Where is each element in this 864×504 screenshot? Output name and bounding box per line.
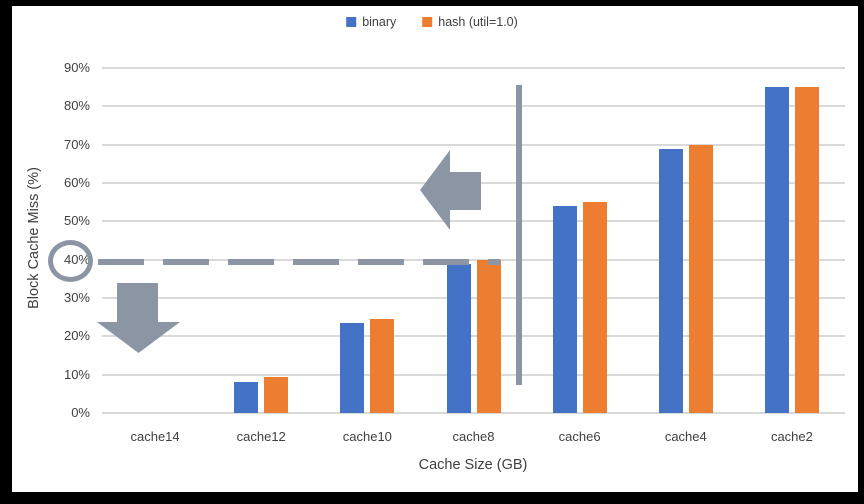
- down-arrow-annotation: [97, 283, 180, 353]
- chart-legend: binary hash (util=1.0): [346, 15, 518, 29]
- y-tick-label-20%: 20%: [63, 328, 90, 344]
- x-tick-label-cache14: cache14: [130, 429, 180, 444]
- bar-binary-cache2: [764, 87, 789, 413]
- legend-item-binary: binary: [346, 15, 396, 29]
- bar-binary-cache10: [340, 322, 365, 413]
- bar-hash-cache2: [794, 87, 819, 413]
- y-tick-label-50%: 50%: [63, 213, 90, 229]
- bar-hash-cache10: [370, 319, 395, 413]
- y-tick-label-10%: 10%: [63, 366, 90, 382]
- legend-swatch-binary: [346, 17, 357, 27]
- bar-binary-cache12: [234, 382, 259, 413]
- gridline-80%: [102, 105, 845, 108]
- gridline-30%: [102, 297, 845, 299]
- plot-area: 0% 10% 20% 30% 40% 50% 60% 70% 80% 90% cache14 cach…: [12, 6, 858, 492]
- y-tick-label-30%: 30%: [63, 290, 90, 305]
- y-tick-label-80%: 80%: [63, 98, 90, 114]
- legend-item-hash: hash (util=1.0): [422, 15, 518, 29]
- dashed-threshold-line-40pct: [98, 259, 500, 265]
- x-tick-label-cache10: cache10: [342, 429, 392, 444]
- gridline-50%: [102, 220, 845, 223]
- y-tick-label-60%: 60%: [63, 175, 90, 190]
- y-tick-label-0%: 0%: [71, 405, 90, 420]
- legend-label-binary: binary: [362, 15, 397, 29]
- y-tick-label-90%: 90%: [63, 60, 90, 75]
- bar-binary-cache4: [658, 148, 683, 413]
- chart-canvas: binary hash (util=1.0) Block Cache Miss …: [12, 6, 858, 492]
- x-tick-label-cache6: cache6: [558, 429, 601, 444]
- bar-binary-cache8: [446, 263, 471, 413]
- x-axis-title: Cache Size (GB): [418, 457, 528, 473]
- left-arrow-annotation: [420, 150, 481, 230]
- gridline-70%: [102, 143, 845, 146]
- y-tick-label-70%: 70%: [63, 136, 90, 152]
- gridline-10%: [102, 373, 845, 376]
- legend-swatch-hash: [422, 17, 433, 27]
- x-tick-label-cache12: cache12: [236, 429, 286, 444]
- legend-label-hash: hash (util=1.0): [438, 15, 518, 29]
- bar-hash-cache6: [582, 202, 607, 413]
- bar-binary-cache6: [552, 206, 577, 413]
- vertical-divider-line: [516, 85, 522, 385]
- circle-annotation-40pct-tick: [48, 240, 93, 282]
- bar-hash-cache4: [688, 144, 713, 413]
- x-tick-label-cache2: cache2: [770, 429, 813, 444]
- y-axis-title: Block Cache Miss (%): [26, 167, 42, 309]
- bar-hash-cache12: [264, 376, 289, 413]
- gridline-0%: [102, 412, 845, 414]
- gridline-20%: [102, 335, 845, 338]
- bar-hash-cache8: [476, 259, 501, 413]
- x-tick-label-cache8: cache8: [452, 429, 495, 444]
- gridline-90%: [102, 67, 845, 69]
- x-tick-label-cache4: cache4: [664, 429, 707, 444]
